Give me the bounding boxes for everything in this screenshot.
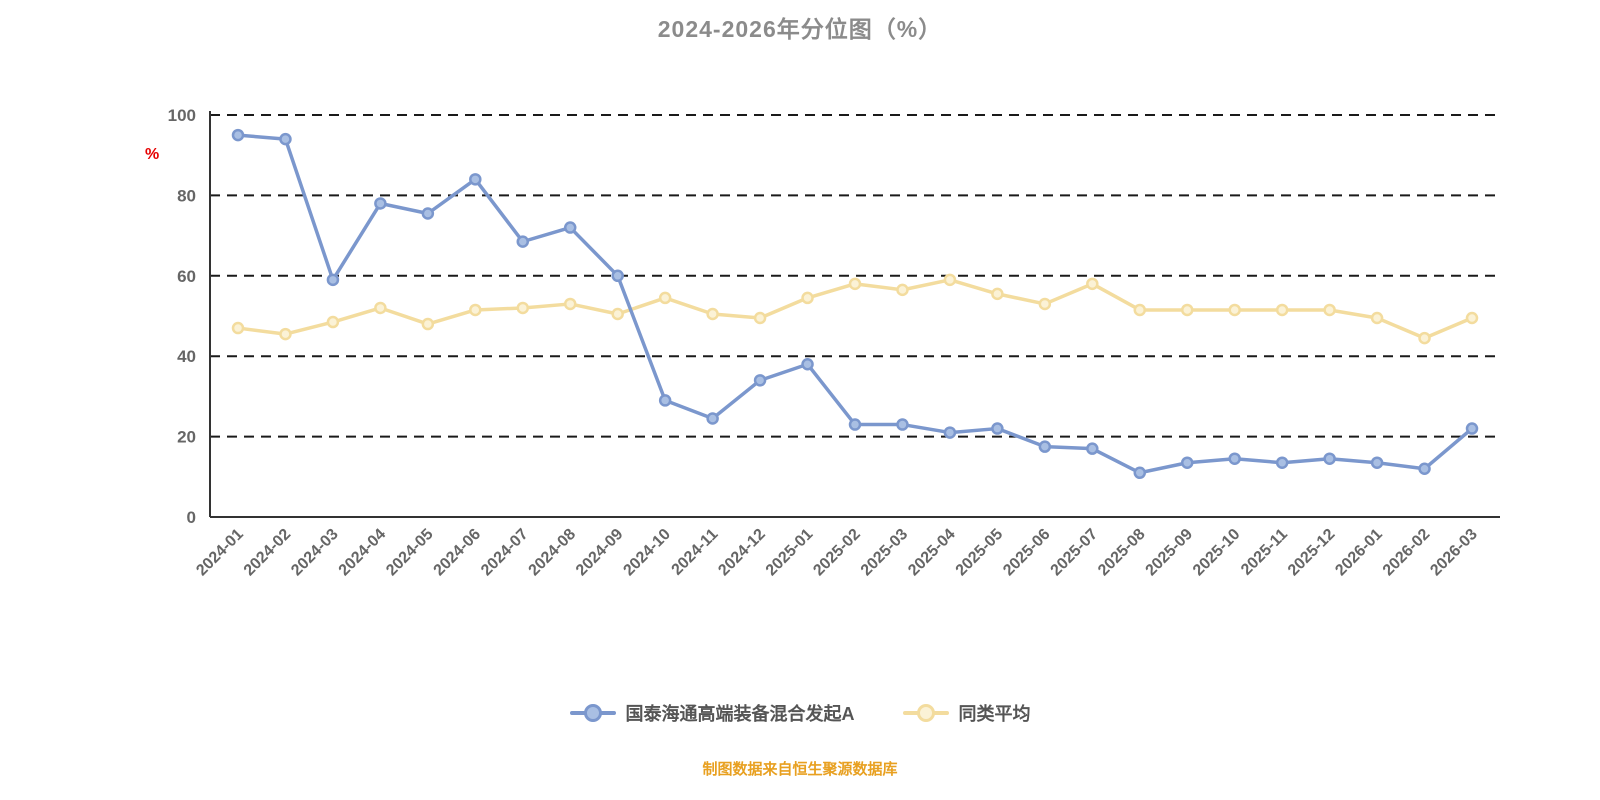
x-tick-label: 2024-11 xyxy=(669,526,722,579)
data-point-marker xyxy=(1465,422,1479,435)
data-point-marker xyxy=(1370,311,1384,325)
data-point-marker xyxy=(326,315,340,329)
data-point-marker xyxy=(421,317,435,331)
data-point-marker xyxy=(991,287,1004,301)
data-point-marker xyxy=(563,297,577,311)
x-tick-label: 2025-02 xyxy=(810,526,864,580)
x-tick-label: 2025-01 xyxy=(763,526,817,580)
data-point-marker xyxy=(753,374,767,387)
data-point-marker xyxy=(706,412,719,425)
data-point-marker xyxy=(896,418,909,431)
data-point-marker xyxy=(1465,311,1479,325)
data-point-marker xyxy=(611,307,624,321)
average-series-marker-icon xyxy=(902,704,949,722)
data-point-marker xyxy=(658,394,672,407)
legend-label-category-average: 同类平均 xyxy=(958,704,1031,724)
x-tick-label: 2024-01 xyxy=(193,526,247,580)
x-tick-label: 2025-05 xyxy=(953,526,1007,580)
data-point-marker xyxy=(1086,442,1099,455)
data-point-marker xyxy=(374,301,387,315)
data-point-marker xyxy=(1086,277,1099,291)
data-point-marker xyxy=(516,235,530,248)
data-point-marker xyxy=(1133,303,1147,317)
x-tick-label: 2024-12 xyxy=(715,526,769,580)
legend-label-fund: 国泰海通高端装备混合发起A xyxy=(625,704,855,724)
data-point-marker xyxy=(1275,456,1289,469)
y-tick-label: 60 xyxy=(177,267,196,286)
y-tick-label: 80 xyxy=(177,186,196,205)
data-point-marker xyxy=(943,273,957,287)
fund-series-marker-icon xyxy=(569,704,616,722)
data-point-marker xyxy=(1228,452,1241,465)
x-tick-label: 2024-07 xyxy=(478,526,532,580)
y-axis-unit-label: % xyxy=(145,146,160,163)
data-point-marker xyxy=(1418,331,1431,345)
data-point-marker xyxy=(943,426,957,439)
x-tick-label: 2025-06 xyxy=(1000,526,1054,580)
data-point-marker xyxy=(1323,452,1336,465)
x-tick-label: 2026-02 xyxy=(1380,526,1434,580)
x-tick-label: 2025-08 xyxy=(1095,526,1149,580)
x-tick-label: 2024-03 xyxy=(288,526,342,580)
x-tick-label: 2025-04 xyxy=(905,526,959,580)
data-point-marker xyxy=(516,301,530,315)
data-point-marker xyxy=(753,311,767,325)
data-point-marker xyxy=(279,132,292,146)
data-point-marker xyxy=(848,277,862,291)
data-point-marker xyxy=(896,283,909,297)
data-point-marker xyxy=(1418,462,1431,476)
data-point-marker xyxy=(326,273,340,287)
legend-item-fund[interactable]: 国泰海通高端装备混合发起A xyxy=(569,700,855,726)
data-point-marker xyxy=(1228,303,1241,317)
x-tick-label: 2026-01 xyxy=(1332,526,1386,580)
data-point-marker xyxy=(1180,303,1194,317)
data-point-marker xyxy=(611,269,624,283)
data-point-marker xyxy=(1133,466,1147,480)
data-point-marker xyxy=(279,327,292,341)
x-tick-label: 2024-09 xyxy=(573,526,627,580)
x-tick-label: 2025-10 xyxy=(1190,526,1244,580)
data-point-marker xyxy=(374,197,387,210)
data-point-marker xyxy=(1038,297,1052,311)
data-point-marker xyxy=(658,291,672,305)
x-tick-label: 2025-07 xyxy=(1048,526,1102,580)
x-tick-label: 2024-06 xyxy=(431,526,485,580)
chart-title: 2024-2026年分位图（%） xyxy=(657,16,943,42)
x-tick-label: 2026-03 xyxy=(1427,526,1481,580)
y-tick-label: 100 xyxy=(168,106,196,125)
x-tick-label: 2025-12 xyxy=(1285,526,1339,580)
x-tick-label: 2024-08 xyxy=(526,526,580,580)
chart-legend: 国泰海通高端装备混合发起A 同类平均 xyxy=(0,700,1600,726)
data-point-marker xyxy=(469,303,482,317)
x-tick-label: 2025-09 xyxy=(1143,526,1197,580)
data-point-marker xyxy=(421,207,435,220)
x-tick-label: 2025-11 xyxy=(1238,526,1291,579)
data-point-marker xyxy=(848,418,862,431)
data-point-marker xyxy=(231,321,245,335)
data-point-marker xyxy=(469,173,482,186)
x-tick-label: 2025-03 xyxy=(858,526,912,580)
y-tick-label: 0 xyxy=(187,508,196,527)
data-point-marker xyxy=(231,128,245,142)
data-point-marker xyxy=(1180,456,1194,469)
data-point-marker xyxy=(1275,303,1289,317)
x-tick-label: 2024-05 xyxy=(383,526,437,580)
data-point-marker xyxy=(706,307,719,321)
x-tick-label: 2024-04 xyxy=(336,526,390,580)
y-tick-label: 40 xyxy=(177,347,196,366)
legend-item-category-average[interactable]: 同类平均 xyxy=(902,700,1031,726)
data-source-footnote: 制图数据来自恒生聚源数据库 xyxy=(702,761,898,778)
data-point-marker xyxy=(563,221,577,234)
data-point-marker xyxy=(1370,456,1384,469)
data-point-marker xyxy=(1038,440,1052,453)
data-point-marker xyxy=(991,422,1004,435)
x-tick-label: 2024-10 xyxy=(620,526,674,580)
y-tick-label: 20 xyxy=(177,428,196,447)
data-point-marker xyxy=(801,291,814,305)
data-point-marker xyxy=(801,357,814,371)
x-tick-label: 2024-02 xyxy=(241,526,295,580)
data-point-marker xyxy=(1323,303,1336,317)
